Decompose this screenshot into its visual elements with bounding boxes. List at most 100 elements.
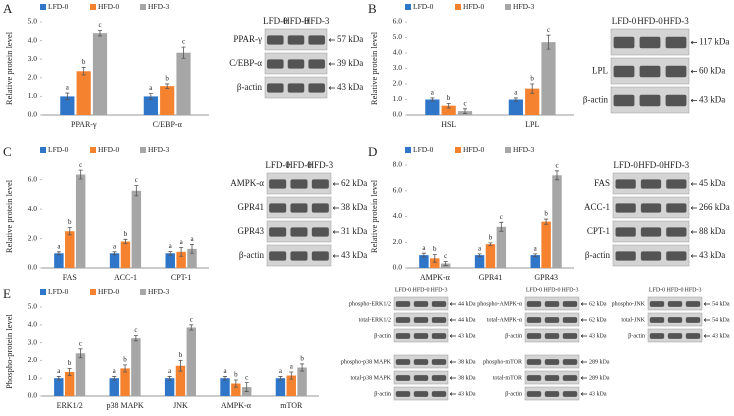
blot-band [685,301,701,307]
protein-label: ACC-1 [584,202,610,212]
lane-label: HFD-0 [637,16,663,26]
protein-label: PPAR-γ [233,34,262,44]
size-arrow [332,182,339,186]
blot-band [431,317,447,323]
size-label: 39 kDa [337,58,363,68]
size-arrow [332,230,339,234]
significance-label: b [433,245,437,253]
error-bar [513,97,518,102]
error-bar [544,218,549,225]
blot-band [308,59,325,69]
blot-band [413,359,429,365]
error-bar [67,227,72,236]
significance-label: b [530,75,534,83]
error-bar [81,67,86,76]
lane-label: HFD-0 [283,16,309,26]
error-bar [190,244,195,254]
y-tick-label: 0.0 [28,391,38,400]
size-label: 44 kDa [458,301,476,307]
error-bar [289,371,294,380]
significance-label: c [98,21,101,29]
bar [92,33,108,115]
blot-band [269,179,287,189]
protein-label: β-actin [505,333,522,339]
lane-label: LFD-0 [649,287,665,293]
blot-band [544,333,560,339]
error-bar [67,368,72,376]
significance-label: a [113,367,117,375]
bar [109,378,119,396]
bar [164,378,175,396]
legend-swatch [405,4,411,10]
protein-label: LPL [592,66,608,76]
significance-label: c [190,315,193,323]
protein-label: β-actin [585,250,611,260]
error-bar [181,46,186,59]
protein-label: β-actin [374,333,391,339]
blot-band [413,333,429,339]
blot-band [665,65,687,78]
blot-band [562,391,578,397]
error-bar [233,379,238,388]
bar [120,368,130,396]
size-label: 117 kDa [699,37,729,47]
blot-band [526,391,542,397]
x-tick-label: AMPK-α [420,273,451,282]
blot-band [640,251,662,261]
size-label: 44 kDa [458,317,476,323]
legend-label: HFD-3 [513,145,535,154]
error-bar [555,170,560,181]
significance-label: c [463,99,466,107]
bar [131,190,142,268]
x-tick-label: C/EBP-α [153,120,183,129]
blot-band [431,301,447,307]
error-bar [300,363,305,372]
error-bar [78,348,83,359]
lane-label: LFD-0 [265,160,290,170]
protein-label: β-actin [237,82,263,92]
error-bar [134,185,139,197]
size-arrow [449,334,456,338]
size-label: 57 kDa [337,34,363,44]
significance-label: a [190,235,194,243]
bar [75,174,86,268]
legend-label: LFD-0 [48,287,69,296]
blot-band [526,333,542,339]
blot-band [287,35,305,45]
lane-label: HFD-3 [664,160,690,170]
lane-label: HFD-3 [663,16,689,26]
protein-label: β-actin [628,333,645,339]
error-bar [499,221,504,232]
legend-label: HFD-3 [148,2,170,11]
y-tick-label: 6.0 [28,174,38,183]
blot-band [287,59,305,69]
blot-band [413,391,429,397]
y-axis-label: Relative protein level [4,31,14,105]
legend-label: LFD-0 [413,2,434,11]
error-bar [443,261,448,266]
blot-band [431,375,447,381]
lane-label: HFD-3 [308,160,334,170]
x-tick-label: mTOR [280,401,303,410]
error-bar [546,34,551,50]
legend-label: HFD-0 [98,145,120,154]
size-arrow [690,230,697,234]
size-label: 38 kDa [458,359,476,365]
bar [430,258,440,268]
x-tick-label: GPR43 [534,273,558,282]
protein-label: β-actin [239,250,265,260]
bar [120,241,131,268]
size-arrow [328,86,335,90]
y-tick-label: 3.0 [28,54,38,63]
legend-label: HFD-0 [98,2,120,11]
significance-label: a [223,367,227,375]
lane-label: HFD-3 [430,287,447,293]
bar [109,253,120,268]
bar [541,221,551,268]
blot-band [562,301,578,307]
error-bar [148,93,153,100]
significance-label: a [169,242,173,250]
y-tick-label: 2.0 [28,355,38,364]
error-bar [112,376,117,381]
legend-swatch [90,147,96,153]
